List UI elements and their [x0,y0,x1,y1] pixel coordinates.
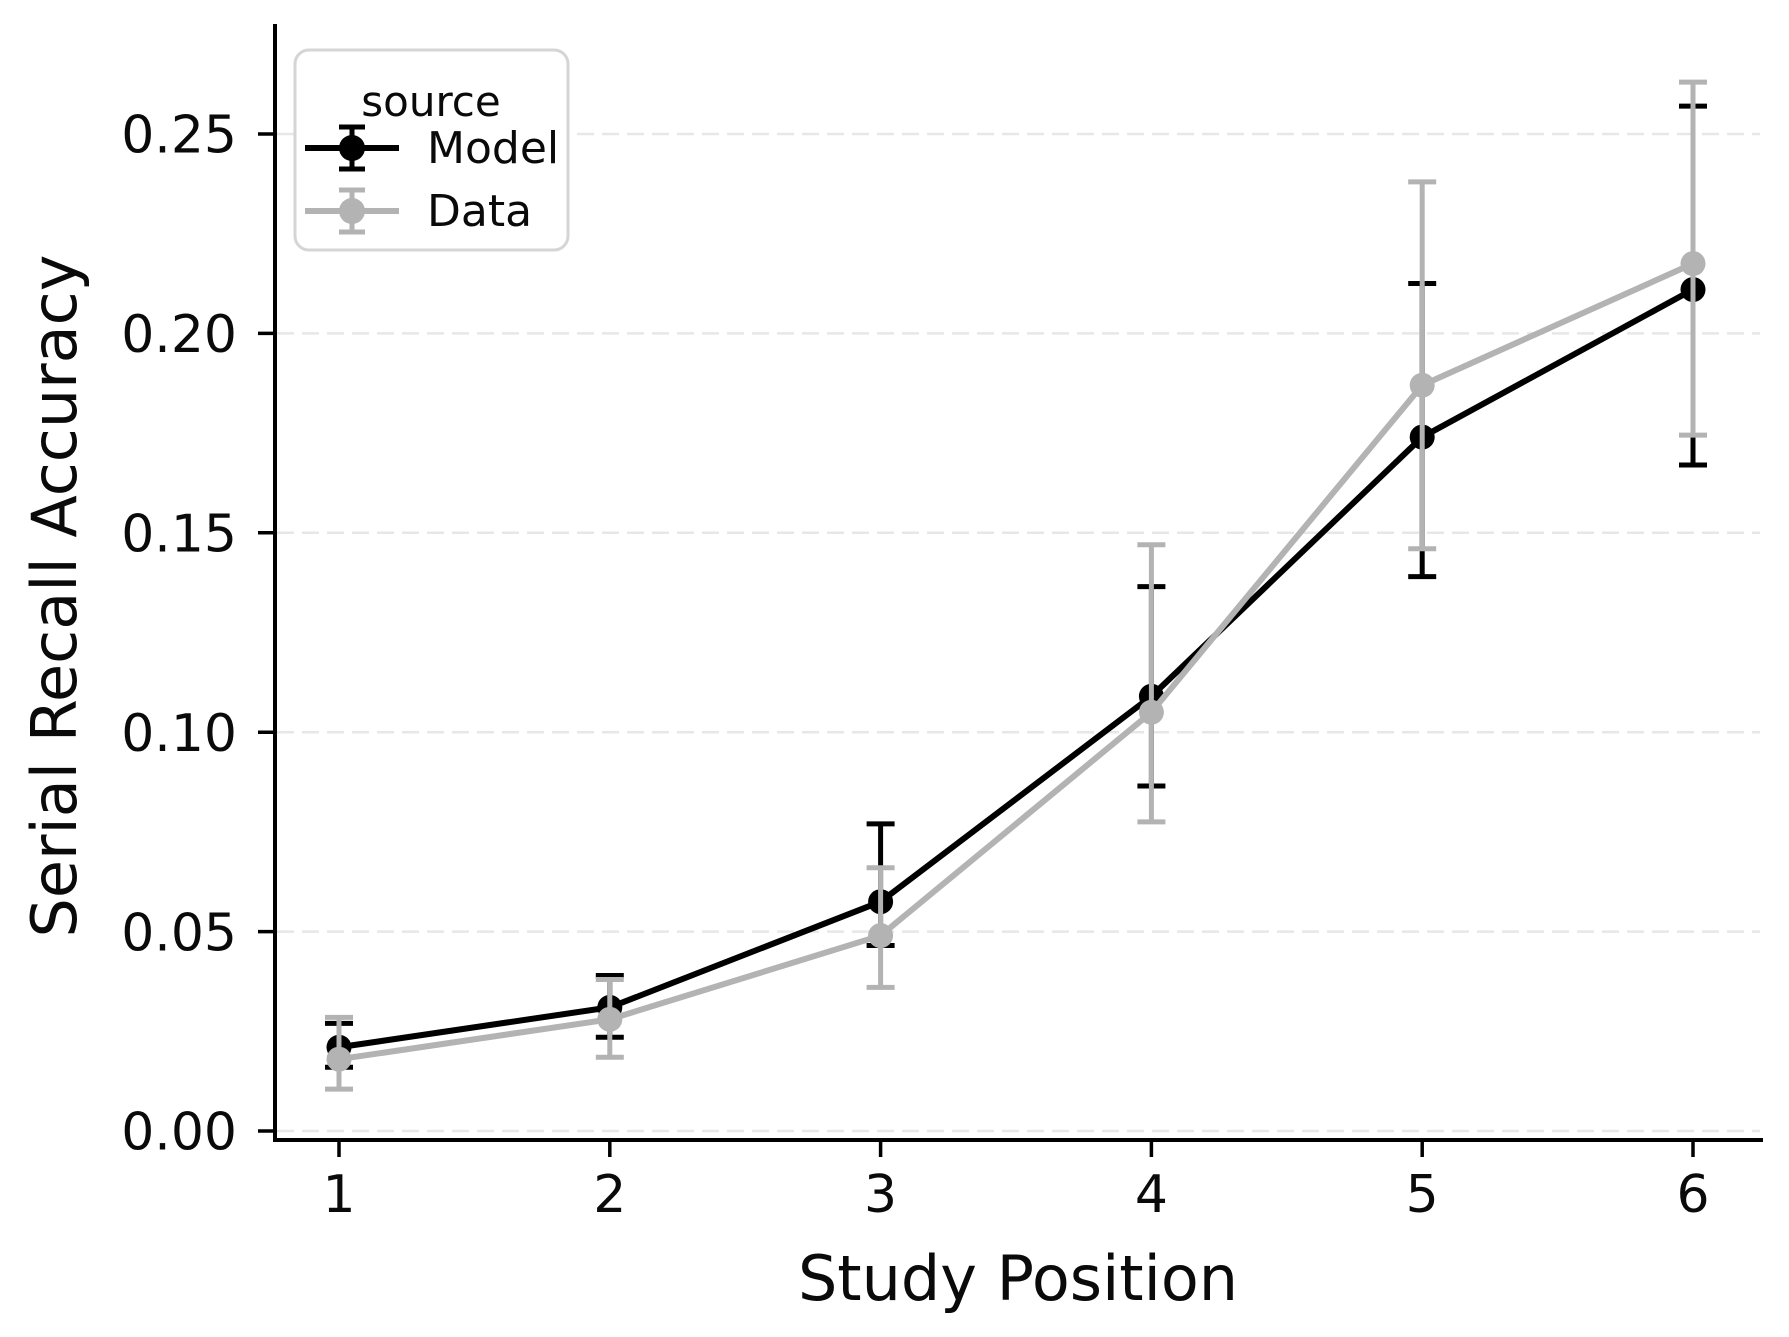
data-line [338,260,1695,1063]
legend-box [293,48,570,252]
data-marker [1409,372,1435,398]
y-tick-label: 0.05 [121,903,237,963]
x-tick-label: 4 [1135,1165,1168,1225]
data-marker [1680,251,1706,277]
legend-label-data: Data [427,186,532,237]
data-errorbar [1137,542,1166,825]
data-marker [326,1046,352,1072]
y-tick-label: 0.10 [121,704,237,764]
data-marker [868,923,894,949]
y-tick-label: 0.00 [121,1103,237,1163]
x-axis-label: Study Position [798,1242,1238,1315]
legend-marker-model-icon [305,124,399,172]
x-tick-label: 6 [1676,1165,1709,1225]
model-line [338,286,1695,1051]
gridlines-layer [277,132,1760,1133]
data-marker [1138,699,1164,725]
y-tick-label: 0.15 [121,505,237,565]
data-errorbar [1408,179,1437,552]
series-data [325,79,1707,1092]
series-layer [325,79,1707,1092]
legend-title: source [361,77,500,126]
x-tick-label: 1 [322,1165,355,1225]
y-axis-label: Serial Recall Accuracy [18,255,91,938]
x-tick-label: 5 [1406,1165,1439,1225]
y-tick-label: 0.25 [121,106,237,166]
legend-label-model: Model [427,123,559,174]
x-tick-label: 3 [864,1165,897,1225]
axes-layer: 0.00 0.05 0.10 0.15 0.20 0.25 1 2 3 4 5 6 [121,24,1763,1225]
x-tick-label: 2 [593,1165,626,1225]
data-marker [597,1006,623,1032]
y-tick-label: 0.20 [121,305,237,365]
legend-marker-data-icon [305,187,399,235]
legend: source Model Data [293,48,570,252]
